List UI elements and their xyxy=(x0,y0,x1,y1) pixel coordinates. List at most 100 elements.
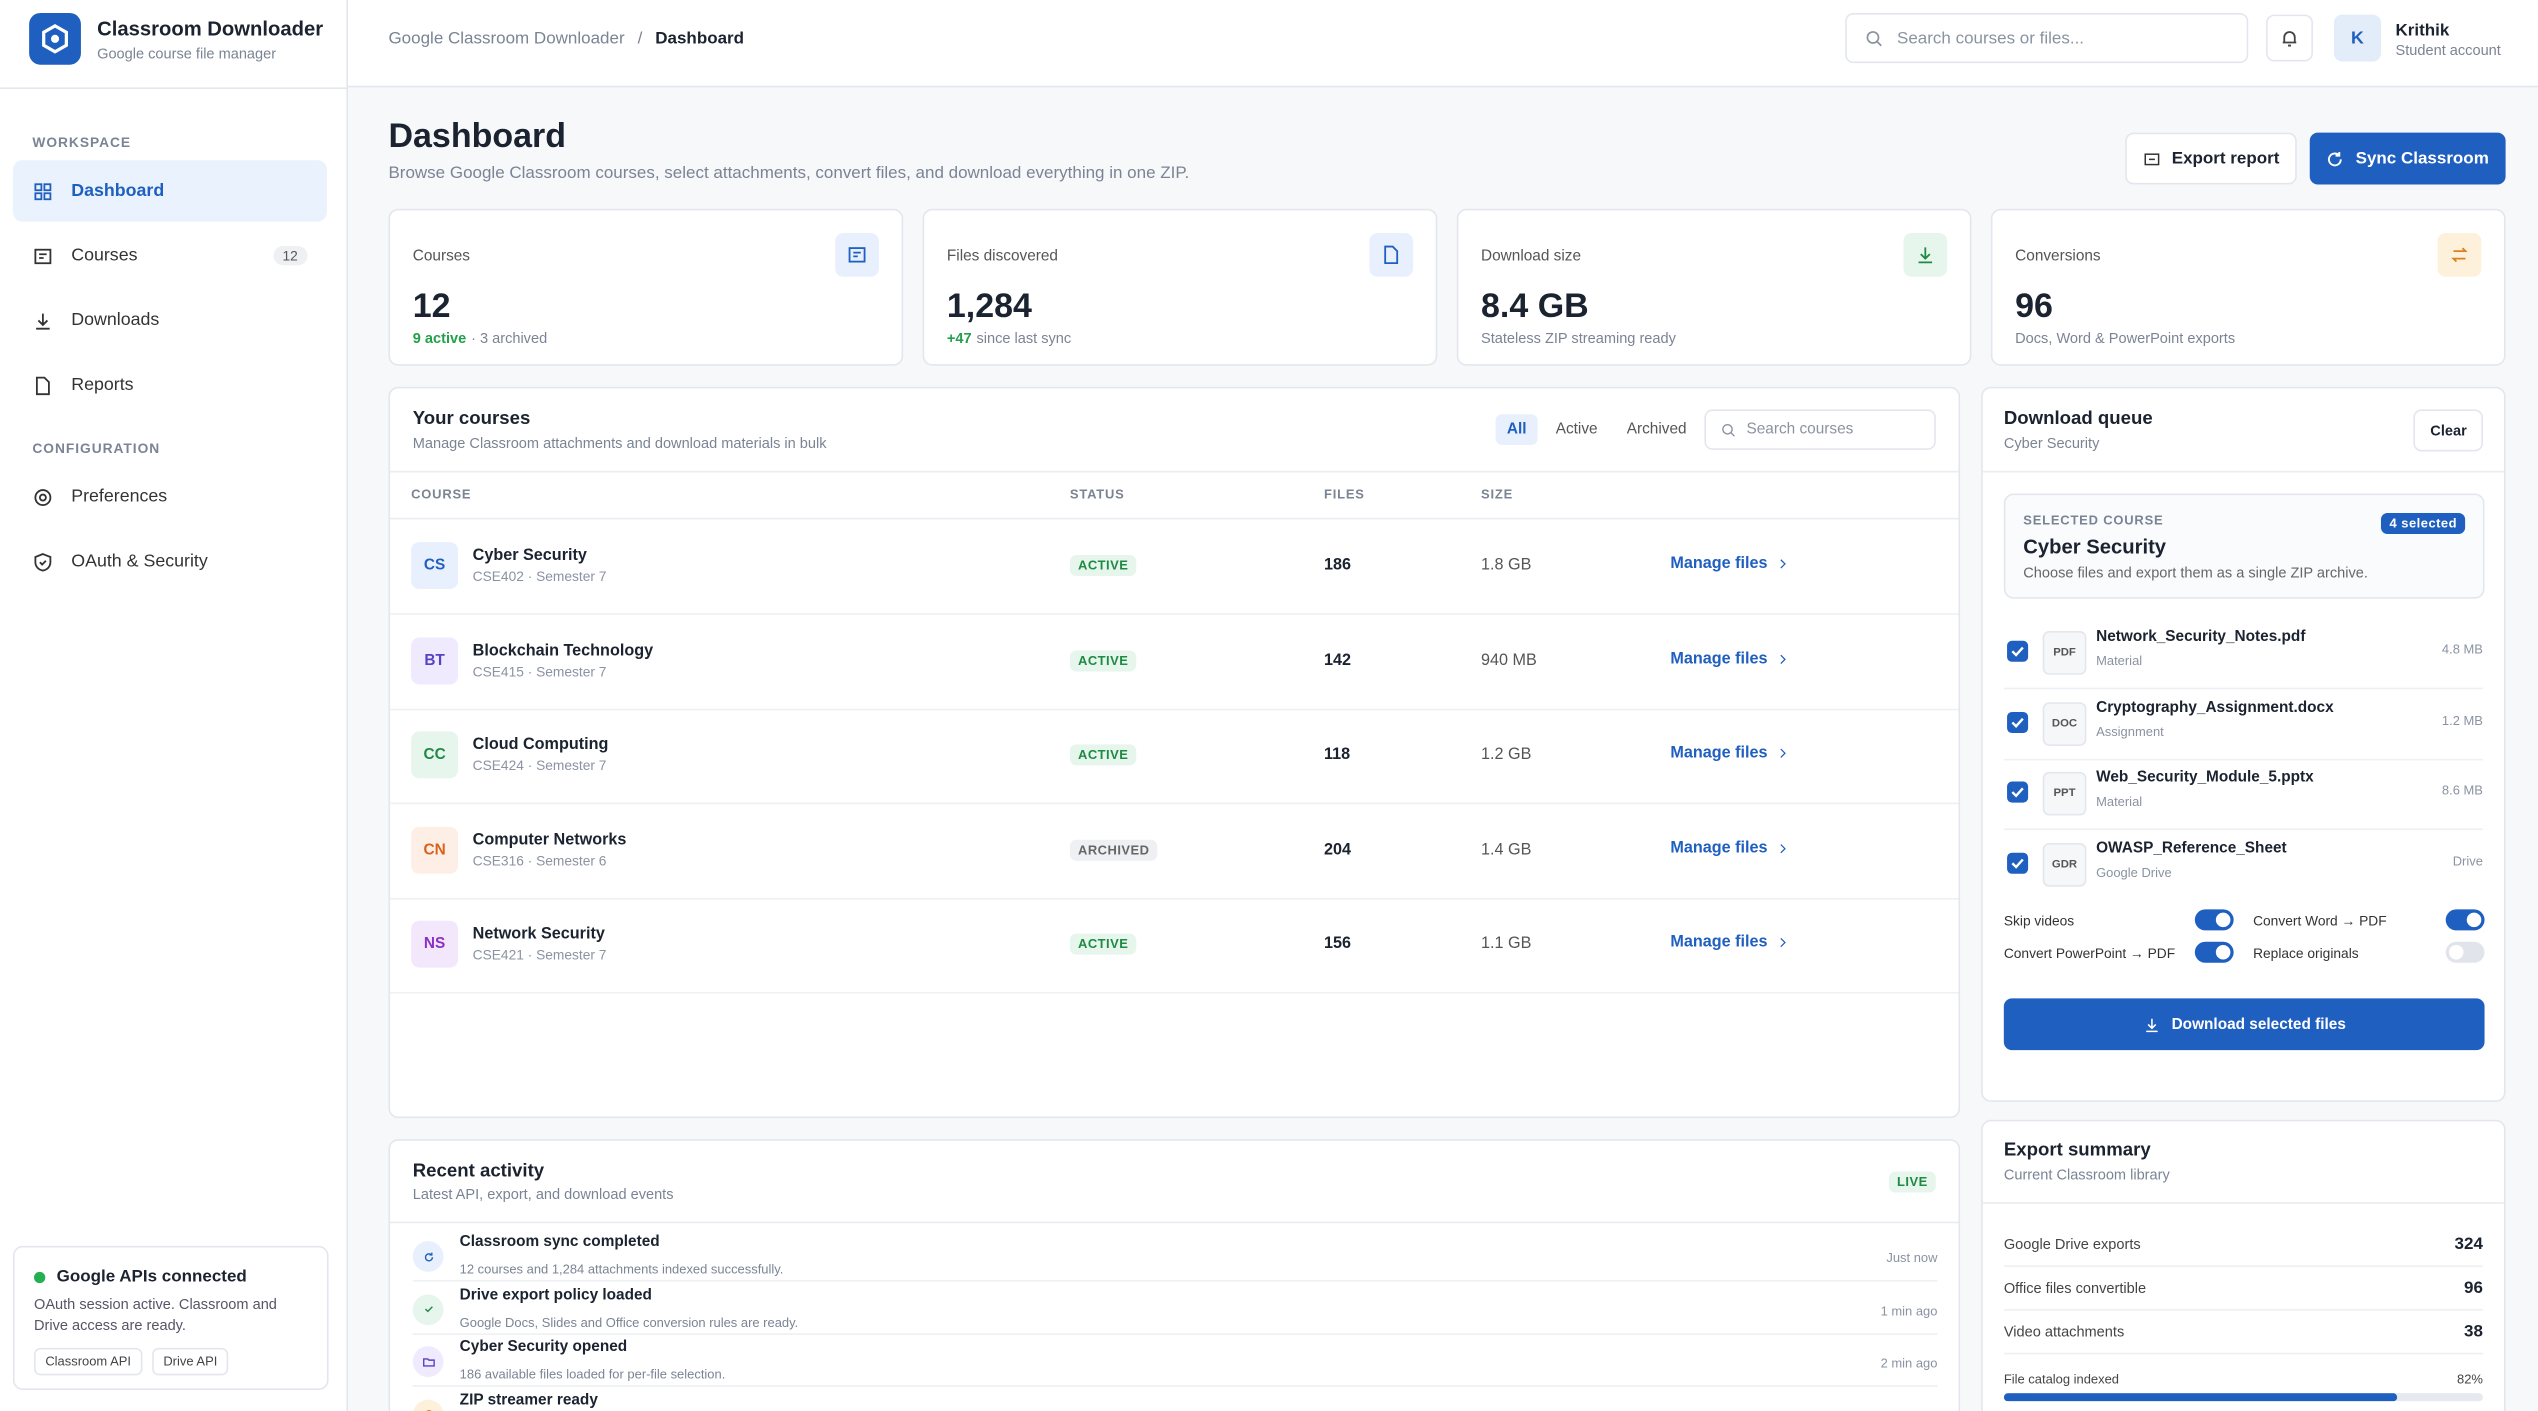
icon xyxy=(2007,852,2028,873)
manage-label: Manage files xyxy=(1670,649,1768,668)
breadcrumb-item[interactable]: Google Classroom Downloader xyxy=(388,29,625,49)
progress-track xyxy=(2003,1393,2483,1402)
activity-title: Classroom sync completed xyxy=(459,1232,660,1251)
checkbox[interactable] xyxy=(2007,781,2029,803)
stat-card: Courses 12 9 active · 3 archived xyxy=(388,208,904,366)
nav-item[interactable]: Downloads xyxy=(13,290,327,351)
nav-item[interactable]: Dashboard xyxy=(12,160,327,222)
avatar[interactable]: K xyxy=(2334,14,2381,62)
course-meta: CSE402 · Semester 7 xyxy=(472,567,607,585)
manage-label: Manage files xyxy=(1670,933,1768,952)
page-title: Dashboard xyxy=(388,118,567,156)
status-title: Google APIs connected xyxy=(56,1266,247,1287)
manage-files[interactable]: Manage files xyxy=(1670,839,1790,857)
filters: All Active Archived xyxy=(1495,414,1698,445)
toggle[interactable] xyxy=(2194,909,2234,931)
breadcrumb-current: Dashboard xyxy=(655,29,745,49)
icon xyxy=(2007,782,2028,803)
file-size: 8.6 MB xyxy=(2441,783,2483,799)
activity-title: Drive export policy loaded xyxy=(459,1285,652,1304)
course-size: 1.4 GB xyxy=(1481,840,1532,859)
nav-item[interactable]: Reports xyxy=(13,354,327,415)
divider xyxy=(1982,470,2504,473)
search-placeholder: Search courses or files... xyxy=(1896,28,2085,48)
activity-time: 1 min ago xyxy=(1880,1303,1938,1318)
summary-row: Office files convertible 96 xyxy=(2003,1265,2483,1311)
toggle-knob xyxy=(2215,944,2231,960)
queue-card: Download queue Cyber Security Clear SELECTE… xyxy=(1981,386,2506,1102)
toggle-knob xyxy=(2215,912,2231,928)
divider xyxy=(0,87,348,89)
course-row: CC Cloud Computing CSE424 · Semester 7 ACTI… xyxy=(390,709,1959,805)
summary-label: Video attachments xyxy=(2003,1323,2125,1340)
summary-label: Google Drive exports xyxy=(2003,1236,2141,1253)
filter[interactable]: Active xyxy=(1555,420,1598,439)
toggle[interactable] xyxy=(2445,941,2485,963)
sync-button[interactable]: Sync Classroom xyxy=(2309,132,2506,185)
icon xyxy=(2142,1015,2160,1033)
stat-label: Courses xyxy=(412,247,471,266)
nav-item[interactable]: Preferences xyxy=(13,466,327,527)
course-name: Cyber Security xyxy=(472,546,587,565)
activity-item: Cyber Security opened 186 available files… xyxy=(412,1333,1938,1387)
nav-item[interactable]: Courses 12 xyxy=(13,225,327,286)
icon xyxy=(32,310,53,331)
stat-label: Download size xyxy=(1481,247,1582,266)
icon xyxy=(2007,641,2028,662)
user-role: Student account xyxy=(2395,42,2501,59)
option-label: Convert PowerPoint → PDF xyxy=(2003,944,2176,962)
manage-files[interactable]: Manage files xyxy=(1670,555,1790,573)
file-type: PPT xyxy=(2042,772,2087,816)
icon xyxy=(2007,711,2028,732)
activity-time: 2 min ago xyxy=(1880,1355,1938,1371)
section-label: CONFIGURATION xyxy=(32,440,161,457)
topbar: Google Classroom Downloader / Dashboard Sea… xyxy=(347,0,2538,88)
export-button[interactable]: Export report xyxy=(2125,132,2297,185)
course-search[interactable]: Search courses xyxy=(1704,409,1936,450)
nav-label: Dashboard xyxy=(71,181,165,201)
file-name: Web_Security_Module_5.pptx xyxy=(2096,768,2314,787)
divider xyxy=(390,1221,1959,1224)
checkbox[interactable] xyxy=(2007,640,2029,662)
toggle[interactable] xyxy=(2194,941,2234,963)
course-initials: CS xyxy=(411,542,459,589)
stat-icon xyxy=(1369,233,1414,277)
course-row: NS Network Security CSE421 · Semester 7 ACT… xyxy=(390,898,1959,994)
filter[interactable]: Archived xyxy=(1626,420,1687,439)
stat-note-text: · 3 archived xyxy=(471,330,548,347)
stat-highlight: +47 xyxy=(946,330,972,347)
label: Sync Classroom xyxy=(2355,148,2489,169)
file-type: DOC xyxy=(2042,701,2087,746)
toggle[interactable] xyxy=(2445,909,2485,931)
course-files: 156 xyxy=(1324,935,1352,954)
course-initials: CN xyxy=(411,826,459,873)
option-label: Convert Word → PDF xyxy=(2253,912,2387,929)
activity-icon xyxy=(412,1293,444,1325)
manage-files[interactable]: Manage files xyxy=(1670,744,1790,762)
nav-item[interactable]: OAuth & Security xyxy=(13,531,327,592)
status-dot xyxy=(33,1271,46,1283)
clear-button[interactable]: Clear xyxy=(2414,409,2483,452)
checkbox[interactable] xyxy=(2007,711,2029,733)
file-type: PDF xyxy=(2042,631,2087,675)
checkbox[interactable] xyxy=(2007,852,2029,874)
course-status: ACTIVE xyxy=(1069,555,1137,577)
activity-text: 12 courses and 1,284 attachments indexed… xyxy=(459,1262,784,1277)
download-button[interactable]: Download selected files xyxy=(2003,998,2485,1051)
stat-icon xyxy=(835,233,879,277)
course-initials: CC xyxy=(411,731,459,779)
manage-files[interactable]: Manage files xyxy=(1670,933,1790,952)
manage-files[interactable]: Manage files xyxy=(1670,649,1791,668)
icon xyxy=(1776,651,1791,666)
filter[interactable]: All xyxy=(1495,414,1538,445)
search[interactable]: Search courses or files... xyxy=(1845,12,2249,64)
progress-bar xyxy=(2003,1393,2397,1402)
notifications[interactable] xyxy=(2266,14,2313,62)
stat-icon xyxy=(1903,233,1948,277)
search-placeholder: Search courses xyxy=(1746,420,1854,439)
activity-title: Cyber Security opened xyxy=(459,1338,628,1356)
nav-label: Preferences xyxy=(71,487,168,507)
icon xyxy=(420,1354,436,1370)
stat-note: Stateless ZIP streaming ready xyxy=(1481,330,1676,346)
stat-label: Conversions xyxy=(2015,247,2101,266)
